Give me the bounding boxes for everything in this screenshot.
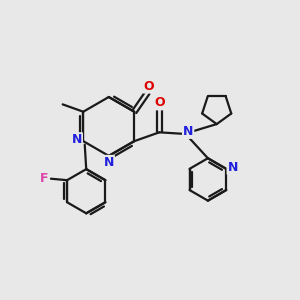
Text: O: O [154,96,165,110]
Text: N: N [72,133,82,146]
Text: O: O [144,80,154,93]
Text: N: N [103,156,114,169]
Text: N: N [227,161,238,174]
Text: N: N [183,125,193,138]
Text: F: F [40,172,49,185]
